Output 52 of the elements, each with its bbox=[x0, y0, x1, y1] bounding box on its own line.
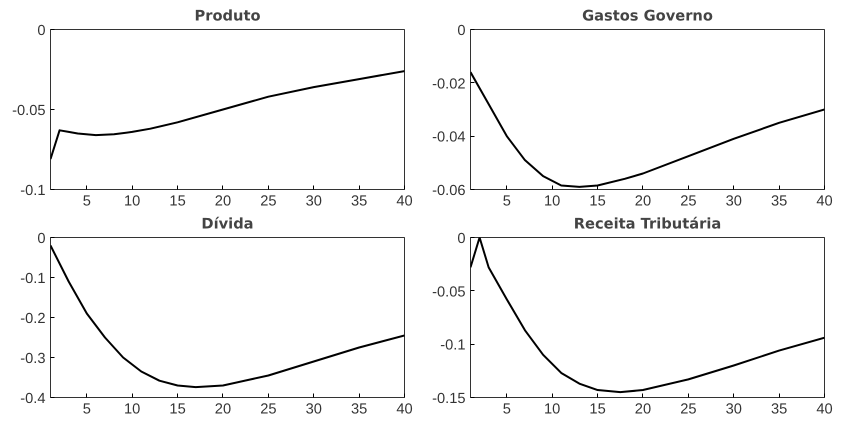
x-tick-label: 25 bbox=[260, 194, 277, 210]
x-tick-label: 25 bbox=[680, 402, 697, 418]
x-tick-label: 10 bbox=[544, 194, 560, 210]
y-tick-label: -0.1 bbox=[20, 271, 46, 287]
x-tick-label: 15 bbox=[169, 402, 186, 418]
chart-title: Produto bbox=[194, 8, 261, 24]
y-tick-label: -0.4 bbox=[20, 391, 46, 407]
y-tick-label: -0.04 bbox=[432, 130, 466, 146]
x-tick-label: 40 bbox=[816, 194, 833, 210]
chart-title: Receita Tributária bbox=[574, 216, 722, 232]
y-tick-label: -0.15 bbox=[432, 391, 466, 407]
x-tick-label: 5 bbox=[502, 194, 511, 210]
x-tick-label: 5 bbox=[82, 194, 91, 210]
x-tick-label: 35 bbox=[770, 194, 788, 210]
y-tick-label: 0 bbox=[37, 231, 46, 247]
x-tick-label: 5 bbox=[82, 402, 91, 418]
x-tick-label: 20 bbox=[634, 194, 652, 210]
y-tick-label: -0.2 bbox=[20, 311, 46, 327]
x-tick-label: 30 bbox=[726, 194, 742, 210]
x-tick-label: 30 bbox=[726, 402, 742, 418]
x-tick-label: 25 bbox=[680, 194, 697, 210]
chart-title: Dívida bbox=[201, 216, 254, 232]
x-tick-label: 25 bbox=[260, 402, 277, 418]
y-tick-label: -0.02 bbox=[432, 76, 466, 92]
x-tick-label: 20 bbox=[214, 402, 232, 418]
y-tick-label: 0 bbox=[457, 23, 466, 39]
y-tick-label: -0.06 bbox=[432, 183, 466, 199]
x-tick-label: 10 bbox=[124, 402, 140, 418]
x-tick-label: 35 bbox=[350, 402, 368, 418]
y-tick-label: -0.1 bbox=[440, 338, 466, 354]
y-tick-label: -0.05 bbox=[432, 284, 466, 300]
y-tick-label: 0 bbox=[37, 23, 46, 39]
y-tick-label: -0.3 bbox=[20, 351, 46, 367]
x-tick-label: 5 bbox=[502, 402, 511, 418]
x-tick-label: 10 bbox=[544, 402, 560, 418]
x-tick-label: 40 bbox=[816, 402, 833, 418]
x-tick-label: 20 bbox=[214, 194, 232, 210]
x-tick-label: 35 bbox=[350, 194, 368, 210]
x-tick-label: 15 bbox=[169, 194, 186, 210]
x-tick-label: 10 bbox=[124, 194, 140, 210]
x-tick-label: 30 bbox=[306, 194, 322, 210]
y-tick-label: 0 bbox=[457, 231, 466, 247]
y-tick-label: -0.05 bbox=[12, 103, 46, 119]
y-tick-label: -0.1 bbox=[20, 183, 46, 199]
x-tick-label: 40 bbox=[396, 402, 413, 418]
x-tick-label: 35 bbox=[770, 402, 788, 418]
x-tick-label: 40 bbox=[396, 194, 413, 210]
x-tick-label: 15 bbox=[589, 402, 606, 418]
x-tick-label: 15 bbox=[589, 194, 606, 210]
x-tick-label: 30 bbox=[306, 402, 322, 418]
x-tick-label: 20 bbox=[634, 402, 652, 418]
chart-title: Gastos Governo bbox=[582, 8, 713, 24]
